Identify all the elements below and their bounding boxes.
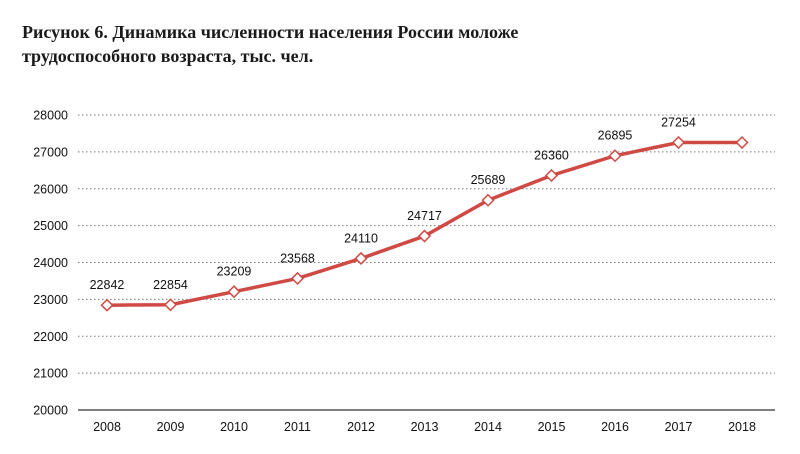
x-tick-label: 2010 [220,420,248,434]
chart-title: Рисунок 6. Динамика численности населени… [22,22,519,66]
data-point-marker [163,298,178,312]
series-polyline [105,140,744,307]
data-point-marker [290,271,305,285]
series-line [100,135,749,312]
x-tick-label: 2014 [474,420,502,434]
x-tick-label: 2012 [347,420,375,434]
y-tick-label: 20000 [33,404,68,418]
data-point-marker [671,135,686,150]
data-point-marker [354,251,368,266]
data-label: 23209 [217,265,252,279]
data-point-marker [481,193,495,207]
data-point-marker [544,168,559,183]
y-tick-label: 21000 [33,367,68,381]
x-tick-label: 2009 [157,420,185,434]
x-tick-label: 2013 [411,420,439,434]
x-tick-label: 2015 [538,420,566,434]
x-tick-label: 2017 [665,420,693,434]
data-point-marker [227,285,241,299]
data-label: 27254 [661,116,696,130]
data-label: 23568 [280,251,315,265]
y-tick-label: 27000 [33,145,68,159]
data-label: 26360 [534,148,569,162]
data-point-marker [735,135,749,150]
data-label: 26895 [598,129,633,143]
data-point-marker [608,149,622,163]
data-point-marker [417,229,432,243]
y-tick-label: 22000 [33,330,68,344]
y-tick-label: 24000 [33,256,68,270]
data-label: 25689 [471,173,506,187]
data-label: 24110 [344,231,378,245]
y-tick-label: 25000 [33,219,68,233]
data-label: 22842 [90,278,125,292]
x-tick-label: 2016 [601,420,629,434]
x-tick-label: 2008 [93,420,121,434]
data-label: 24717 [407,209,442,223]
y-tick-label: 26000 [33,182,68,196]
x-tick-label: 2011 [284,420,311,434]
y-tick-label: 23000 [33,293,68,307]
axes: 20000 21000 22000 23000 24000 25000 26000 27000… [33,109,775,434]
data-label: 22854 [153,278,188,292]
x-tick-label: 2018 [728,420,756,434]
y-tick-label: 28000 [33,109,68,123]
grid-lines [78,114,775,374]
data-point-marker [100,298,114,312]
labels: 22842 22854 23209 23568 24110 24717 25689 26360… [90,116,696,293]
